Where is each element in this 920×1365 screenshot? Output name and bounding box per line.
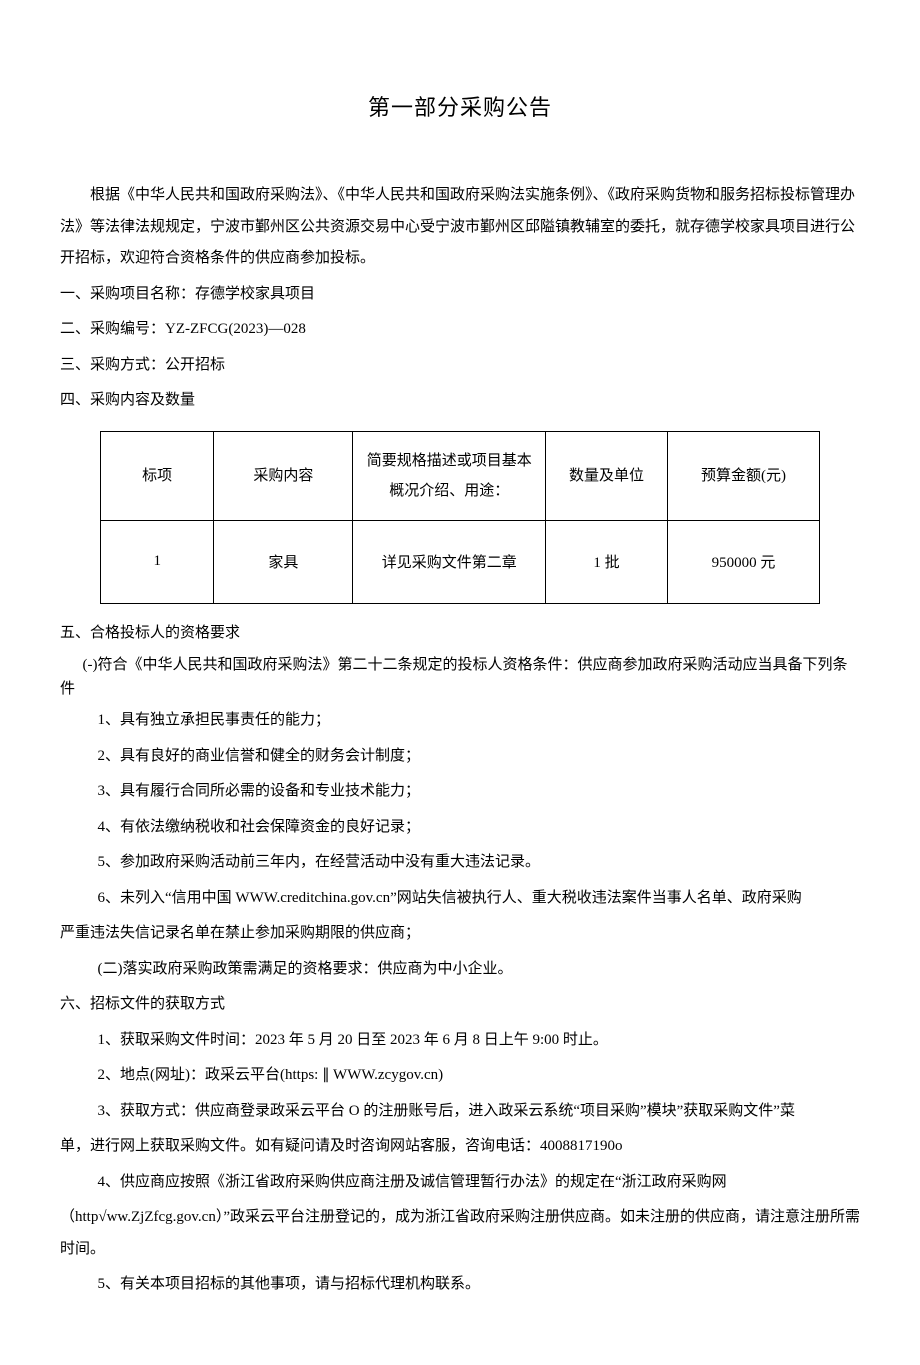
- table-cell: 950000 元: [668, 520, 820, 603]
- table-row: 1 家具 详见采购文件第二章 1 批 950000 元: [101, 520, 820, 603]
- section-6: 六、招标文件的获取方式: [60, 989, 860, 1021]
- list-item: 3、获取方式：供应商登录政采云平台 O 的注册账号后，进入政采云系统“项目采购”…: [60, 1096, 860, 1128]
- procurement-table: 标项 采购内容 简要规格描述或项目基本概况介绍、用途： 数量及单位 预算金额(元…: [100, 431, 820, 604]
- list-item: 4、供应商应按照《浙江省政府采购供应商注册及诚信管理暂行办法》的规定在“浙江政府…: [60, 1167, 860, 1199]
- table-header: 简要规格描述或项目基本概况介绍、用途：: [353, 431, 546, 520]
- section-1: 一、采购项目名称：存德学校家具项目: [60, 279, 860, 311]
- section-5: 五、合格投标人的资格要求: [60, 618, 860, 650]
- list-item: 6、未列入“信用中国 WWW.creditchina.gov.cn”网站失信被执…: [60, 883, 860, 915]
- table-header: 标项: [101, 431, 214, 520]
- list-item: 5、有关本项目招标的其他事项，请与招标代理机构联系。: [60, 1269, 860, 1301]
- table-cell: 家具: [214, 520, 353, 603]
- table-header: 采购内容: [214, 431, 353, 520]
- table-header: 预算金额(元): [668, 431, 820, 520]
- section-4: 四、采购内容及数量: [60, 385, 860, 417]
- list-item: 3、具有履行合同所必需的设备和专业技术能力；: [60, 776, 860, 808]
- section-5-sub2: (二)落实政府采购政策需满足的资格要求：供应商为中小企业。: [60, 954, 860, 986]
- list-item-cont: 单，进行网上获取采购文件。如有疑问请及时咨询网站客服，咨询电话：40088171…: [60, 1131, 860, 1163]
- list-item: 5、参加政府采购活动前三年内，在经营活动中没有重大违法记录。: [60, 847, 860, 879]
- table-header-row: 标项 采购内容 简要规格描述或项目基本概况介绍、用途： 数量及单位 预算金额(元…: [101, 431, 820, 520]
- list-item: 1、获取采购文件时间：2023 年 5 月 20 日至 2023 年 6 月 8…: [60, 1025, 860, 1057]
- section-2: 二、采购编号：YZ-ZFCG(2023)—028: [60, 314, 860, 346]
- intro-paragraph: 根据《中华人民共和国政府采购法》、《中华人民共和国政府采购法实施条例》、《政府采…: [60, 180, 860, 275]
- list-item-cont: 严重违法失信记录名单在禁止参加采购期限的供应商；: [60, 918, 860, 950]
- list-item: 2、地点(网址)：政采云平台(https: ∥ WWW.zcygov.cn): [60, 1060, 860, 1092]
- section-5-sub1: (-)符合《中华人民共和国政府采购法》第二十二条规定的投标人资格条件：供应商参加…: [60, 653, 860, 701]
- table-cell: 详见采购文件第二章: [353, 520, 546, 603]
- list-item: 2、具有良好的商业信誉和健全的财务会计制度；: [60, 741, 860, 773]
- document-page: 第一部分采购公告 根据《中华人民共和国政府采购法》、《中华人民共和国政府采购法实…: [0, 0, 920, 1365]
- table-header: 数量及单位: [546, 431, 668, 520]
- section-3: 三、采购方式：公开招标: [60, 350, 860, 382]
- table-cell: 1 批: [546, 520, 668, 603]
- table-cell: 1: [101, 520, 214, 603]
- list-item: 1、具有独立承担民事责任的能力；: [60, 705, 860, 737]
- list-item-cont: （http√ww.ZjZfcg.gov.cn）”政采云平台注册登记的，成为浙江省…: [60, 1202, 860, 1265]
- page-title: 第一部分采购公告: [60, 90, 860, 122]
- list-item: 4、有依法缴纳税收和社会保障资金的良好记录；: [60, 812, 860, 844]
